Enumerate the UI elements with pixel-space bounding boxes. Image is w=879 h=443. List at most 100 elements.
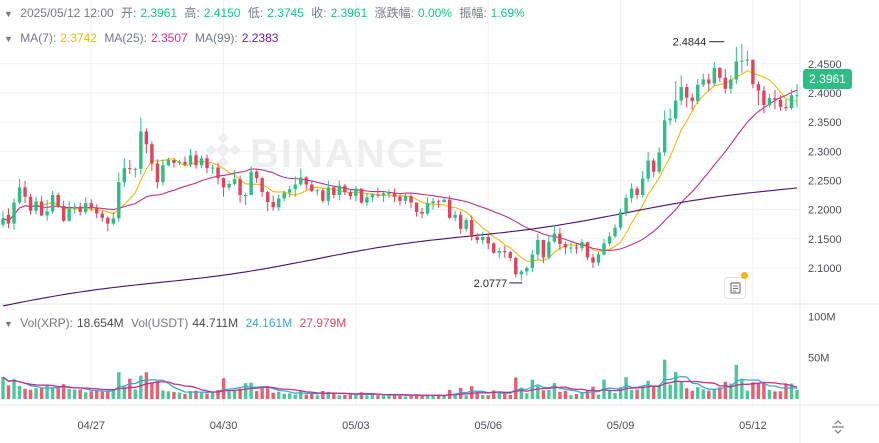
volume-bar <box>420 395 424 399</box>
low-annotation: 2.0777 <box>474 278 508 290</box>
volume-bar <box>651 386 656 399</box>
collapse-caret-icon[interactable]: ▼ <box>4 319 13 329</box>
volume-bar <box>795 390 799 399</box>
scroll-to-end-icon[interactable] <box>829 418 847 436</box>
candle-body <box>188 155 193 165</box>
volume-bar <box>387 394 391 399</box>
volume-bar <box>569 395 573 399</box>
volume-bar <box>95 390 99 399</box>
candle-body <box>332 187 336 195</box>
candle-body <box>475 237 479 240</box>
candle-body <box>756 84 761 91</box>
candle-body <box>740 60 744 62</box>
volume-bar <box>276 391 281 399</box>
price-tick-label: 2.3000 <box>808 146 842 158</box>
candle-body <box>89 203 93 209</box>
volume-bar <box>177 392 182 399</box>
candle-body <box>530 254 535 268</box>
volume-bar <box>486 395 490 399</box>
current-price-tag: 2.3961 <box>803 69 852 89</box>
candle-body <box>28 196 33 211</box>
ma25-line <box>2 89 798 251</box>
volume-bar <box>442 395 446 399</box>
time-axis: 04/27 04/30 05/03 05/06 05/09 05/12 <box>77 420 766 432</box>
candle-body <box>723 77 728 89</box>
volume-bar <box>607 389 612 399</box>
ma7-label: MA(7): <box>20 31 57 45</box>
candle-body <box>321 190 325 201</box>
vol-xrp-value: 18.654M <box>76 316 124 330</box>
candle-body <box>646 160 650 179</box>
volume-bar <box>1 376 5 399</box>
candle-body <box>778 99 783 107</box>
volume-bar <box>288 393 292 399</box>
extreme-annotations: 2.4844 2.0777 <box>474 37 725 290</box>
low-label: 低: <box>247 6 264 20</box>
candle-body <box>106 217 110 224</box>
candle-body <box>453 214 457 218</box>
time-tick-label: 05/12 <box>739 420 767 432</box>
volume-bar <box>425 396 430 399</box>
candle-body <box>657 152 661 172</box>
collapse-caret-icon[interactable]: ▼ <box>4 34 13 44</box>
close-value: 2.3961 <box>330 6 368 20</box>
notes-button[interactable] <box>724 277 746 299</box>
candle-body <box>585 242 590 258</box>
volume-bar <box>6 385 11 399</box>
binance-logo-icon <box>205 132 241 168</box>
collapse-caret-icon[interactable]: ▼ <box>4 9 13 19</box>
volume-bar <box>756 383 761 399</box>
volume-bar <box>117 372 121 399</box>
volume-bar <box>56 387 60 399</box>
candle-body <box>194 155 198 166</box>
candle-body <box>260 178 264 193</box>
candle-body <box>541 239 546 258</box>
notification-dot <box>741 272 748 279</box>
volume-bar <box>492 390 496 399</box>
volume-axis: 100M 50M <box>808 311 836 364</box>
volume-bar <box>249 382 253 399</box>
volume-bar <box>536 385 540 399</box>
candle-body <box>596 254 601 263</box>
candle-body <box>155 163 160 183</box>
volume-bar <box>210 392 215 399</box>
volume-bar <box>188 391 193 399</box>
volume-bar <box>89 391 93 399</box>
candle-body <box>100 213 104 218</box>
candle-body <box>139 131 143 169</box>
candles <box>1 43 799 281</box>
candle-body <box>580 242 584 249</box>
candle-body <box>795 95 799 97</box>
volume-bar <box>343 394 347 399</box>
volume-bar <box>740 378 744 399</box>
volume-bar <box>497 391 501 399</box>
ma99-value: 2.2383 <box>241 31 279 45</box>
candle-body <box>469 220 474 237</box>
candle-body <box>685 87 689 98</box>
ohlc-header: ▼ 2025/05/12 12:00 开: 2.3961 高: 2.4150 低: 2… <box>0 6 529 21</box>
high-value: 2.4150 <box>203 6 241 20</box>
volume-bar <box>260 388 264 399</box>
price-tick-label: 2.4500 <box>808 59 842 71</box>
volume-bar <box>409 395 413 399</box>
candle-body <box>751 59 755 85</box>
volume-bar <box>299 391 303 399</box>
candle-body <box>392 193 397 197</box>
volume-bar <box>133 389 138 399</box>
vol-ma-b-value: 27.979M <box>299 316 347 330</box>
volume-bar <box>216 390 220 399</box>
volume-bar <box>640 386 645 399</box>
volume-header: ▼ Vol(XRP): 18.654M Vol(USDT) 44.711M 24.1… <box>0 316 350 331</box>
volume-bar <box>28 389 33 399</box>
candle-body <box>629 188 634 198</box>
candle-body <box>552 233 557 242</box>
candle-body <box>17 187 22 203</box>
volume-bar <box>84 392 88 399</box>
volume-bar <box>635 389 639 399</box>
volume-bar <box>100 391 104 399</box>
volume-bars <box>1 359 799 399</box>
candle-body <box>84 203 88 212</box>
candle-body <box>640 178 645 195</box>
